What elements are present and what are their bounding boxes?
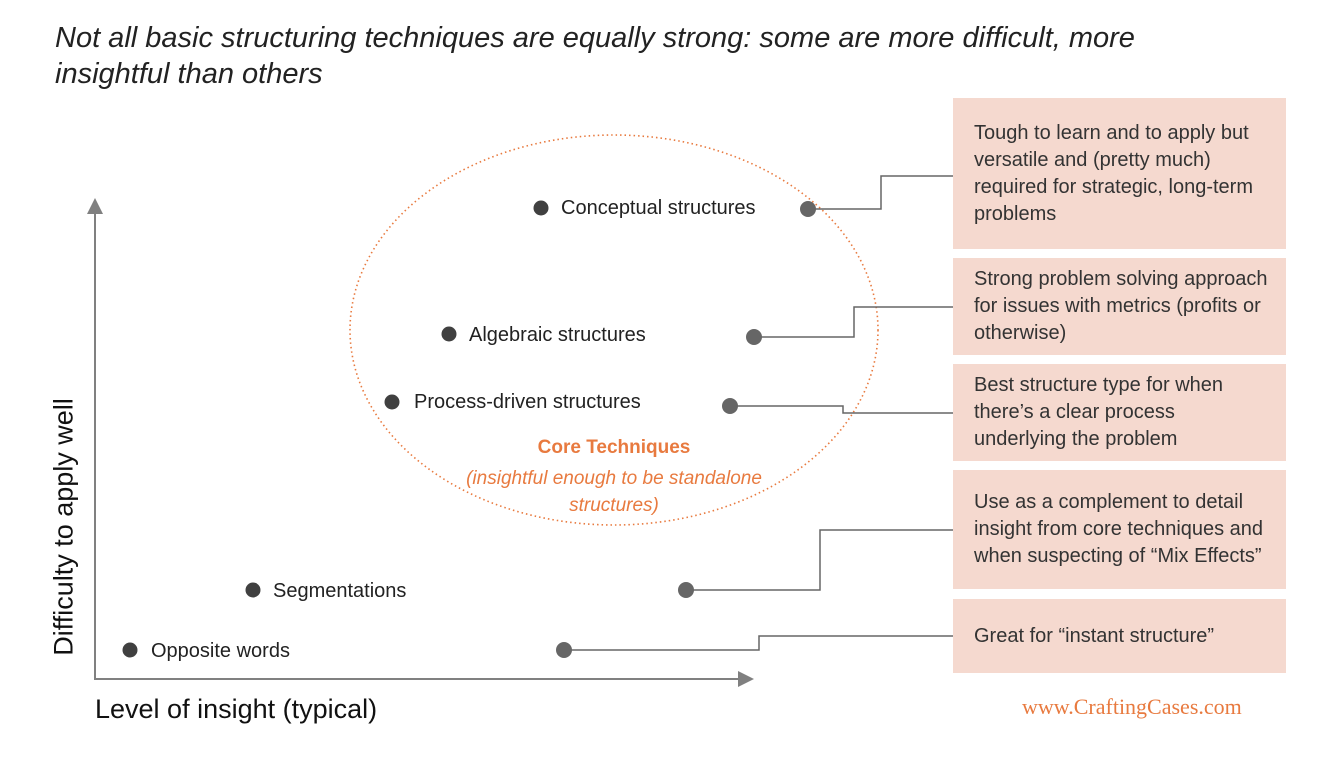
- watermark-link[interactable]: www.CraftingCases.com: [1022, 694, 1242, 719]
- label-opposite-words: Opposite words: [151, 640, 290, 662]
- dot-conceptual-structures: [533, 200, 549, 216]
- connector-opposite-words: [556, 635, 953, 658]
- y-axis-label: Difficulty to apply well: [48, 398, 79, 656]
- description-process-driven: Best structure type for when there’s a c…: [974, 374, 1224, 450]
- description-algebraic: Strong problem solving approach for issu…: [974, 268, 1268, 344]
- dot-segmentations: [245, 582, 261, 598]
- description-box-opposite-words: Great for “instant structure”: [953, 599, 1286, 673]
- x-axis-arrow-icon: [738, 671, 754, 687]
- core-techniques-ellipse: [349, 134, 879, 526]
- description-box-conceptual: Tough to learn and to apply but versatil…: [953, 98, 1286, 249]
- dot-algebraic-structures: [441, 326, 457, 342]
- dot-opposite-words: [122, 642, 138, 658]
- core-techniques-subtitle: (insightful enough to be standalone stru…: [466, 468, 762, 516]
- connector-segmentations: [678, 529, 953, 598]
- description-box-process-driven: Best structure type for when there’s a c…: [953, 364, 1286, 461]
- description-box-segmentations: Use as a complement to detail insight fr…: [953, 470, 1286, 589]
- label-process-driven-structures: Process-driven structures: [414, 391, 641, 413]
- slide-title: Not all basic structuring techniques are…: [55, 22, 1135, 90]
- description-conceptual: Tough to learn and to apply but versatil…: [974, 121, 1254, 225]
- y-axis-arrow-icon: [87, 198, 103, 214]
- core-techniques-title: Core Techniques: [537, 437, 691, 458]
- connector-process-driven: [722, 398, 953, 414]
- connector-conceptual: [800, 175, 953, 217]
- description-segmentations: Use as a complement to detail insight fr…: [974, 491, 1264, 567]
- dot-process-driven-structures: [384, 394, 400, 410]
- description-box-algebraic: Strong problem solving approach for issu…: [953, 258, 1286, 355]
- label-segmentations: Segmentations: [273, 580, 407, 602]
- description-opposite-words: Great for “instant structure”: [974, 624, 1215, 647]
- connector-algebraic: [746, 306, 953, 345]
- label-algebraic-structures: Algebraic structures: [469, 324, 646, 346]
- label-conceptual-structures: Conceptual structures: [561, 197, 756, 219]
- x-axis-label: Level of insight (typical): [95, 694, 378, 724]
